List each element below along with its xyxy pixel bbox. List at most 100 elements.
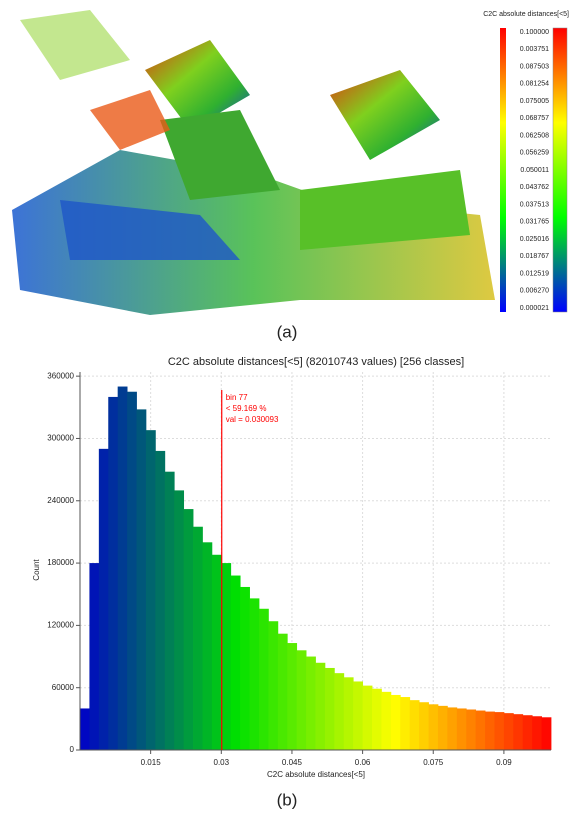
cloud-ground <box>12 150 495 315</box>
bar <box>541 717 552 750</box>
cloud-trees <box>20 10 130 80</box>
bar <box>447 707 458 750</box>
y-tick-label: 60000 <box>52 683 75 692</box>
bar <box>230 575 241 750</box>
y-tick-label: 300000 <box>47 434 74 443</box>
colorbar: C2C absolute distances[<5] 0.100000 0.0037… <box>277 11 573 341</box>
colorbar-tick-label: 0.062508 <box>520 132 549 139</box>
bar <box>221 563 232 750</box>
caption: (b) <box>277 790 298 809</box>
x-tick-label: 0.09 <box>496 758 512 767</box>
bar <box>437 705 448 750</box>
cloud-wall <box>300 170 470 250</box>
bar <box>183 509 194 750</box>
cloud-roof <box>90 90 170 150</box>
bar <box>155 450 166 750</box>
bar <box>80 708 90 750</box>
colorbar-tick-label: 0.068757 <box>520 115 549 122</box>
colorbar-tick-label: 0.043762 <box>520 184 549 191</box>
cloud-building <box>160 110 280 200</box>
marker-label: < 59.169 % <box>226 404 267 413</box>
bar <box>381 691 392 750</box>
marker-label: val = 0.030093 <box>226 415 279 424</box>
bar <box>145 430 156 750</box>
bar <box>89 563 100 750</box>
point-cloud <box>12 10 495 315</box>
colorbar-tick-label: 0.000021 <box>520 305 549 312</box>
bar <box>202 542 213 750</box>
bar <box>108 396 119 750</box>
bar <box>362 685 373 750</box>
colorbar-tick-label: 0.075005 <box>520 98 549 105</box>
y-tick-label: 0 <box>70 745 75 754</box>
colorbar-tick-label: 0.025016 <box>520 236 549 243</box>
colorbar <box>552 27 568 313</box>
cloud-building <box>330 70 440 160</box>
colorbar-tick-label: 0.003751 <box>520 46 549 53</box>
bar <box>117 386 128 750</box>
bar <box>503 713 514 750</box>
bar <box>268 621 279 750</box>
bar <box>466 709 477 750</box>
x-tick-label: 0.06 <box>355 758 371 767</box>
bar <box>315 662 326 750</box>
bar <box>240 586 250 750</box>
y-tick-label: 240000 <box>47 496 74 505</box>
x-tick-label: 0.03 <box>214 758 230 767</box>
colorbar-tick-label: 0.018767 <box>520 253 549 260</box>
colorbar-title: C2C absolute distances[<5] <box>483 11 569 18</box>
caption: (a) <box>277 322 298 341</box>
bar <box>353 681 363 750</box>
x-tick-label: 0.015 <box>141 758 162 767</box>
chart-title: C2C absolute distances[<5] (82010743 val… <box>168 356 464 368</box>
y-tick-label: 120000 <box>47 620 74 629</box>
bar <box>532 716 542 750</box>
marker-label: bin 77 <box>226 393 248 402</box>
colorbar-strip <box>500 28 506 312</box>
colorbar-tick-label: 0.100000 <box>520 29 549 36</box>
bar <box>306 656 316 750</box>
bar <box>390 694 401 750</box>
bar <box>334 673 345 750</box>
bar <box>400 697 411 750</box>
bar <box>409 700 420 750</box>
bar <box>249 598 260 750</box>
colorbar-tick-label: 0.037513 <box>520 201 549 208</box>
colorbar-tick-label: 0.087503 <box>520 63 549 70</box>
bar <box>343 677 354 750</box>
bar <box>193 526 203 750</box>
bar <box>287 643 298 750</box>
bar <box>522 715 533 750</box>
histogram: C2C absolute distances[<5] (82010743 val… <box>32 356 552 809</box>
bar <box>494 712 505 750</box>
x-tick-label: 0.075 <box>423 758 444 767</box>
cloud-water <box>60 200 240 260</box>
bar <box>136 409 147 750</box>
y-tick-label: 180000 <box>47 558 74 567</box>
y-tick-label: 360000 <box>47 371 74 380</box>
bar <box>258 608 269 750</box>
bar <box>174 490 185 750</box>
bar <box>127 391 137 750</box>
colorbar-tick-label: 0.012519 <box>520 270 549 277</box>
bar <box>324 667 335 750</box>
bar <box>98 448 109 750</box>
x-axis-title: C2C absolute distances[<5] <box>267 770 365 779</box>
bar <box>164 471 175 750</box>
bar <box>485 711 495 750</box>
bar <box>456 708 467 750</box>
bar <box>211 554 222 750</box>
bar <box>296 650 307 750</box>
y-axis-title: Count <box>32 559 41 581</box>
colorbar-tick-label: 0.081254 <box>520 81 549 88</box>
colorbar-tick-label: 0.006270 <box>520 288 549 295</box>
bar <box>428 704 439 750</box>
colorbar-tick-label: 0.050011 <box>520 167 549 174</box>
cloud-building <box>145 40 250 130</box>
bar <box>513 714 524 750</box>
x-tick-label: 0.045 <box>282 758 303 767</box>
bar <box>372 688 382 750</box>
bar <box>277 633 288 750</box>
bar <box>419 702 429 750</box>
